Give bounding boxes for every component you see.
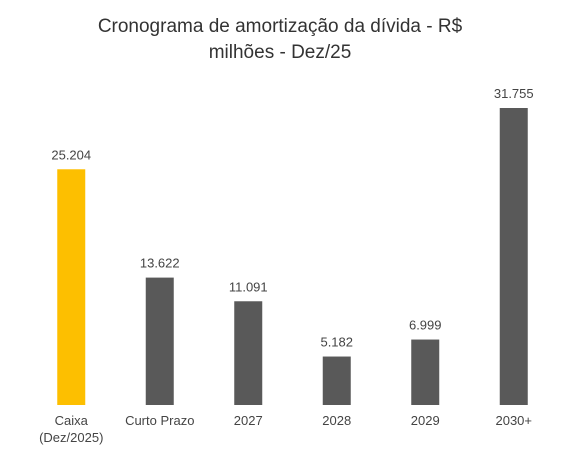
- x-tick-label: 2027: [233, 413, 263, 428]
- x-tick-label: 2028: [322, 413, 352, 428]
- value-label: 6.999: [409, 318, 442, 333]
- value-label: 13.622: [140, 256, 180, 271]
- chart-title: Cronograma de amortização da dívida - R$…: [97, 16, 463, 63]
- bar: [145, 277, 174, 405]
- x-tick-label: Curto Prazo: [125, 413, 195, 428]
- value-label: 31.755: [494, 86, 534, 101]
- bar: [234, 301, 263, 405]
- value-label: 25.204: [51, 147, 91, 162]
- bar: [322, 356, 351, 405]
- bar: [499, 108, 528, 405]
- x-tick-label: 2029: [410, 413, 440, 428]
- x-tick-label: Caixa (Dez/2025): [39, 413, 104, 445]
- value-label: 11.091: [229, 279, 268, 294]
- bar: [411, 339, 440, 405]
- x-tick-label: 2030+: [495, 413, 532, 428]
- bar: [57, 169, 86, 405]
- value-label: 5.182: [320, 335, 353, 350]
